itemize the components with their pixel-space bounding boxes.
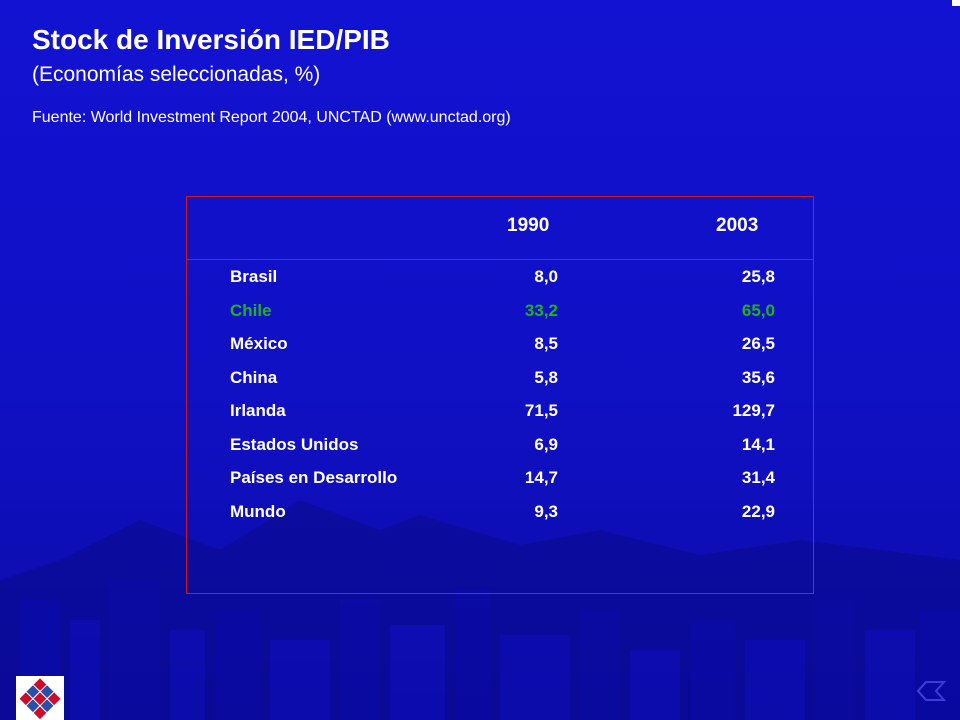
table-row: Países en Desarrollo 14,7 31,4 xyxy=(187,468,813,501)
value-2003: 26,5 xyxy=(741,334,775,353)
row-label: Estados Unidos xyxy=(230,435,359,454)
column-header-1990: 1990 xyxy=(507,215,550,236)
value-2003: 25,8 xyxy=(741,267,775,286)
table-row: México 8,5 26,5 xyxy=(187,334,813,367)
value-1990: 33,2 xyxy=(524,301,558,320)
value-1990: 71,5 xyxy=(524,401,558,420)
value-2003: 22,9 xyxy=(741,502,775,521)
row-label: China xyxy=(230,368,278,387)
value-2003: 35,6 xyxy=(741,368,775,387)
value-1990: 8,0 xyxy=(534,267,558,286)
row-label: Brasil xyxy=(230,267,278,286)
value-1990: 8,5 xyxy=(534,334,558,353)
row-label: Irlanda xyxy=(230,401,286,420)
value-1990: 6,9 xyxy=(534,435,558,454)
slide-subtitle: (Economías seleccionadas, %) xyxy=(32,63,321,86)
row-label: Países en Desarrollo xyxy=(230,468,398,487)
institution-logo-icon xyxy=(16,676,64,720)
column-header-2003: 2003 xyxy=(716,215,759,236)
value-1990: 9,3 xyxy=(534,502,558,521)
table-row: Estados Unidos 6,9 14,1 xyxy=(187,435,813,468)
city-skyline-background xyxy=(0,500,960,720)
header-divider xyxy=(187,259,813,260)
value-2003: 14,1 xyxy=(741,435,775,454)
table-row: Brasil 8,0 25,8 xyxy=(187,267,813,300)
slide-title: Stock de Inversión IED/PIB xyxy=(32,24,390,55)
value-2003: 65,0 xyxy=(741,301,775,320)
table-row: China 5,8 35,6 xyxy=(187,368,813,401)
source-note: Fuente: World Investment Report 2004, UN… xyxy=(32,109,511,126)
value-1990: 14,7 xyxy=(524,468,558,487)
corner-marker xyxy=(952,0,960,6)
row-label: Chile xyxy=(230,301,272,320)
table-row: Irlanda 71,5 129,7 xyxy=(187,401,813,434)
value-2003: 129,7 xyxy=(732,401,775,420)
table-row: Mundo 9,3 22,9 xyxy=(187,502,813,535)
value-2003: 31,4 xyxy=(741,468,775,487)
row-label: México xyxy=(230,334,288,353)
data-table: 1990 2003 Brasil 8,0 25,8 Chile 33,2 65,… xyxy=(186,196,814,594)
diamond-navigation-icon[interactable] xyxy=(914,676,948,706)
value-1990: 5,8 xyxy=(534,368,558,387)
row-label: Mundo xyxy=(230,502,286,521)
table-row-highlighted: Chile 33,2 65,0 xyxy=(187,301,813,334)
